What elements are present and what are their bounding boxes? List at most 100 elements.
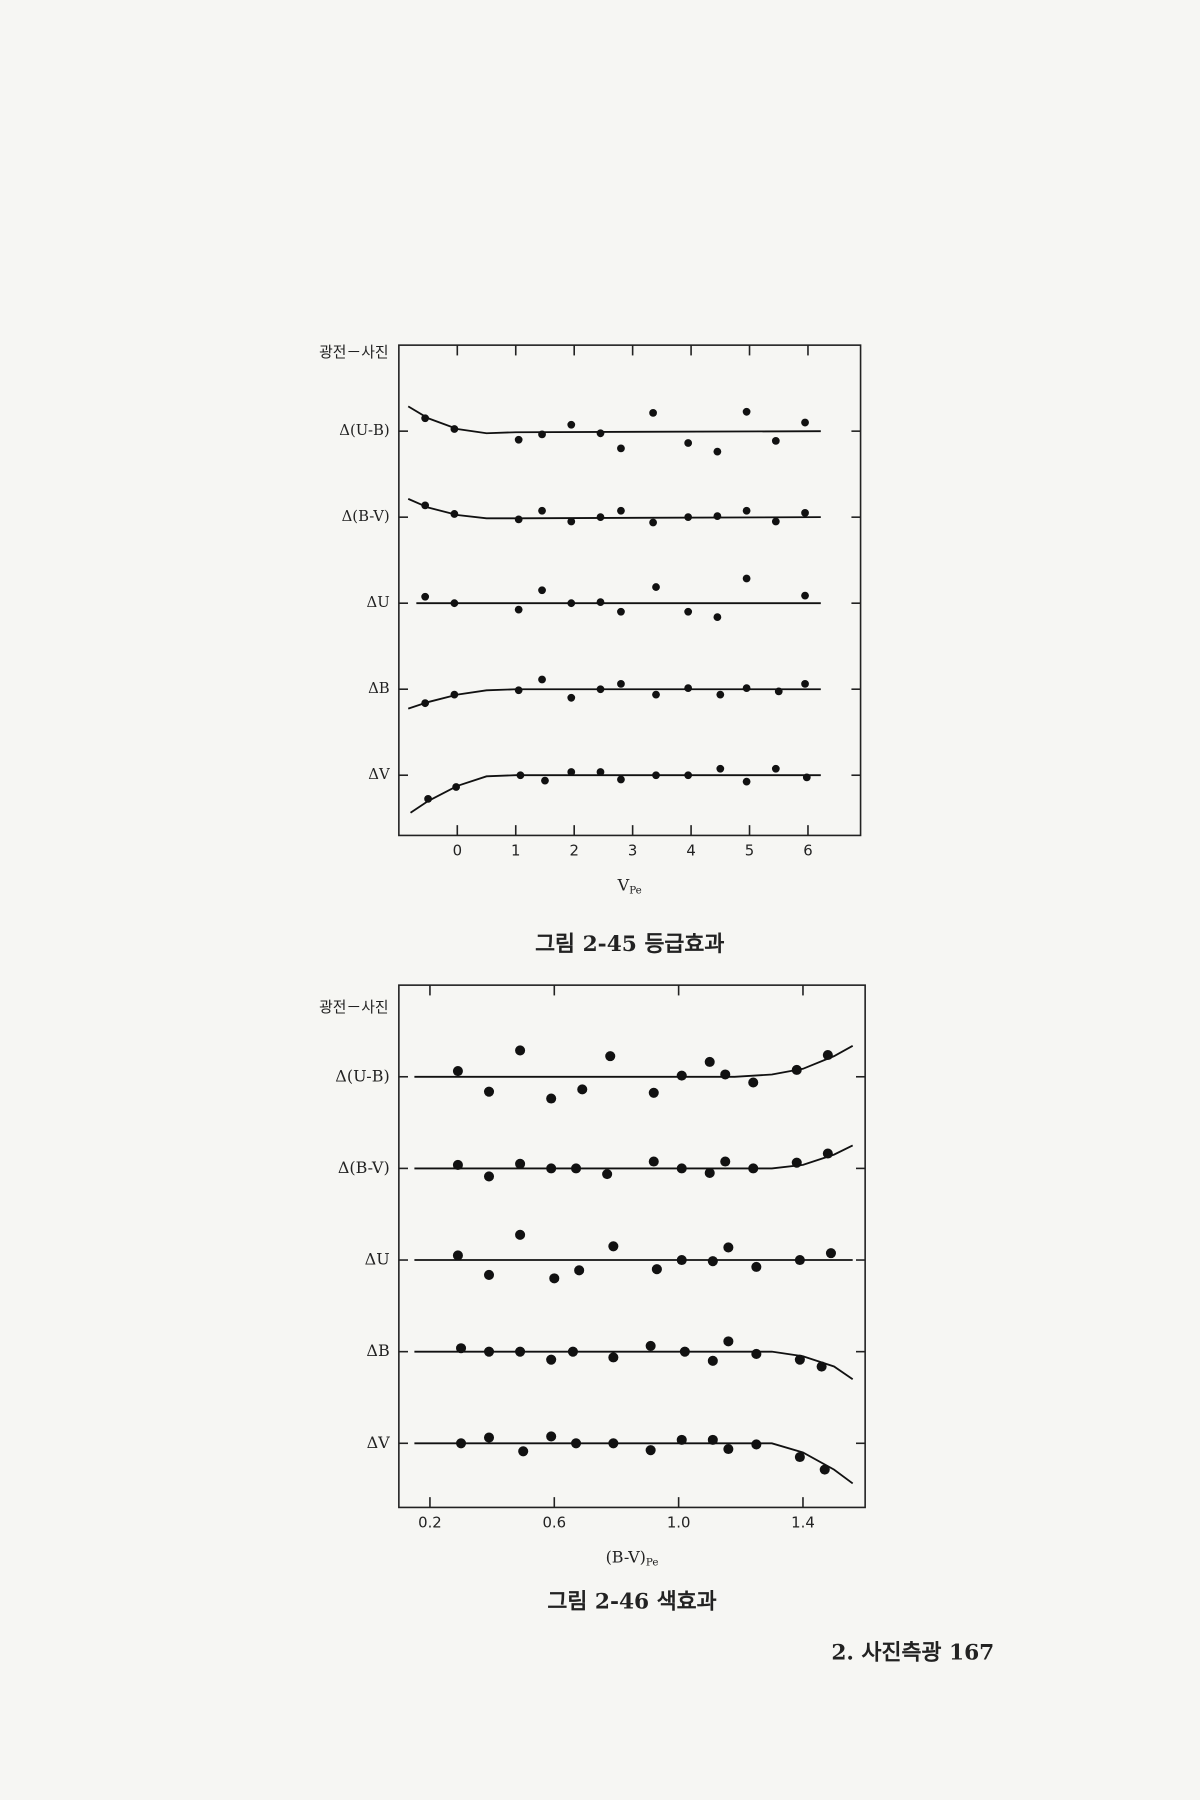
- data-point: [742, 777, 751, 786]
- data-point: [816, 1361, 827, 1372]
- data-point: [546, 1431, 557, 1442]
- data-point: [748, 1077, 759, 1088]
- data-point: [742, 684, 751, 693]
- data-point: [516, 771, 525, 780]
- data-point: [452, 1066, 463, 1077]
- data-point: [652, 690, 660, 699]
- data-point: [567, 1346, 578, 1357]
- data-point: [742, 574, 751, 583]
- data-point: [774, 687, 783, 696]
- data-point: [748, 1163, 759, 1174]
- plot-frame: [398, 344, 862, 837]
- data-point: [541, 776, 549, 785]
- x-axis-label-main: (B-V): [606, 1547, 646, 1566]
- row-label: ΔV: [368, 765, 390, 783]
- data-point: [649, 518, 657, 527]
- data-point: [456, 1438, 467, 1449]
- data-point: [546, 1354, 557, 1365]
- data-point: [452, 1250, 463, 1261]
- data-point: [723, 1336, 734, 1347]
- data-point: [617, 444, 625, 453]
- data-point: [720, 1156, 731, 1167]
- data-point: [720, 1069, 731, 1080]
- data-point: [707, 1434, 718, 1445]
- data-point: [596, 598, 605, 606]
- data-point: [452, 783, 461, 791]
- data-point: [577, 1084, 588, 1095]
- data-point: [515, 1045, 526, 1056]
- data-point: [421, 592, 430, 601]
- data-point: [713, 447, 722, 456]
- data-point: [771, 517, 780, 526]
- data-point: [450, 425, 459, 433]
- data-point: [648, 1156, 659, 1167]
- data-point: [771, 764, 780, 773]
- data-point: [421, 501, 430, 510]
- data-point: [801, 508, 809, 517]
- x-axis-label: VPe: [617, 875, 642, 896]
- data-point: [648, 1087, 659, 1098]
- data-point: [652, 771, 660, 780]
- x-tick-label: 1.0: [667, 1513, 691, 1531]
- row-label: ΔV: [367, 1433, 391, 1452]
- data-point: [822, 1148, 833, 1159]
- data-point: [538, 430, 546, 439]
- x-tick-label: 4: [686, 841, 695, 859]
- row-label: ΔU: [366, 593, 389, 611]
- x-tick-label: 2: [569, 841, 578, 859]
- data-point: [679, 1346, 690, 1357]
- x-tick-label: 5: [745, 841, 754, 859]
- chart-caption: 그림 2-45 등급효과: [535, 932, 724, 957]
- data-point: [456, 1343, 467, 1354]
- fit-curve: [414, 1144, 854, 1170]
- data-point: [608, 1352, 619, 1363]
- data-point: [515, 1346, 526, 1357]
- data-point: [716, 764, 725, 773]
- data-point: [602, 1169, 613, 1180]
- data-point: [791, 1064, 802, 1075]
- x-tick-label: 1: [511, 841, 520, 859]
- data-point: [684, 684, 693, 693]
- x-axis-label-sub: Pe: [629, 884, 642, 896]
- data-point: [684, 439, 693, 447]
- data-point: [514, 515, 523, 524]
- data-point: [801, 418, 809, 427]
- data-point: [645, 1445, 656, 1456]
- data-point: [549, 1273, 560, 1284]
- plot-frame: [398, 984, 866, 1509]
- x-tick-label: 1.4: [791, 1513, 815, 1531]
- data-point: [684, 513, 693, 522]
- data-point: [483, 1346, 495, 1357]
- data-point: [791, 1157, 802, 1168]
- data-point: [617, 775, 625, 784]
- data-point: [515, 1229, 526, 1240]
- y-axis-label: 광전－사진: [319, 998, 388, 1016]
- data-point: [567, 693, 576, 702]
- data-point: [716, 690, 725, 699]
- data-point: [571, 1163, 582, 1174]
- data-point: [596, 685, 605, 694]
- data-point: [651, 1264, 662, 1275]
- row-label: ΔU: [365, 1250, 390, 1269]
- data-point: [483, 1432, 495, 1443]
- data-point: [483, 1086, 495, 1097]
- chart: 광전－사진 0.2 0.6 1.0 1.4 (B-V)Pe 그림 2-46 색효과 Δ(U-B…: [319, 984, 866, 1614]
- data-point: [825, 1248, 836, 1259]
- data-point: [794, 1452, 805, 1463]
- data-point: [424, 794, 432, 803]
- row-label: Δ(U-B): [335, 1066, 389, 1085]
- data-point: [801, 591, 809, 600]
- data-point: [515, 1158, 526, 1169]
- data-point: [567, 420, 576, 429]
- data-point: [450, 599, 459, 608]
- data-point: [452, 1159, 463, 1170]
- data-point: [684, 771, 693, 780]
- data-point: [450, 510, 459, 518]
- data-point: [742, 506, 751, 515]
- fit-curve: [410, 774, 821, 814]
- data-point: [605, 1051, 616, 1062]
- data-point: [571, 1438, 582, 1449]
- data-point: [538, 586, 546, 595]
- data-point: [514, 435, 523, 444]
